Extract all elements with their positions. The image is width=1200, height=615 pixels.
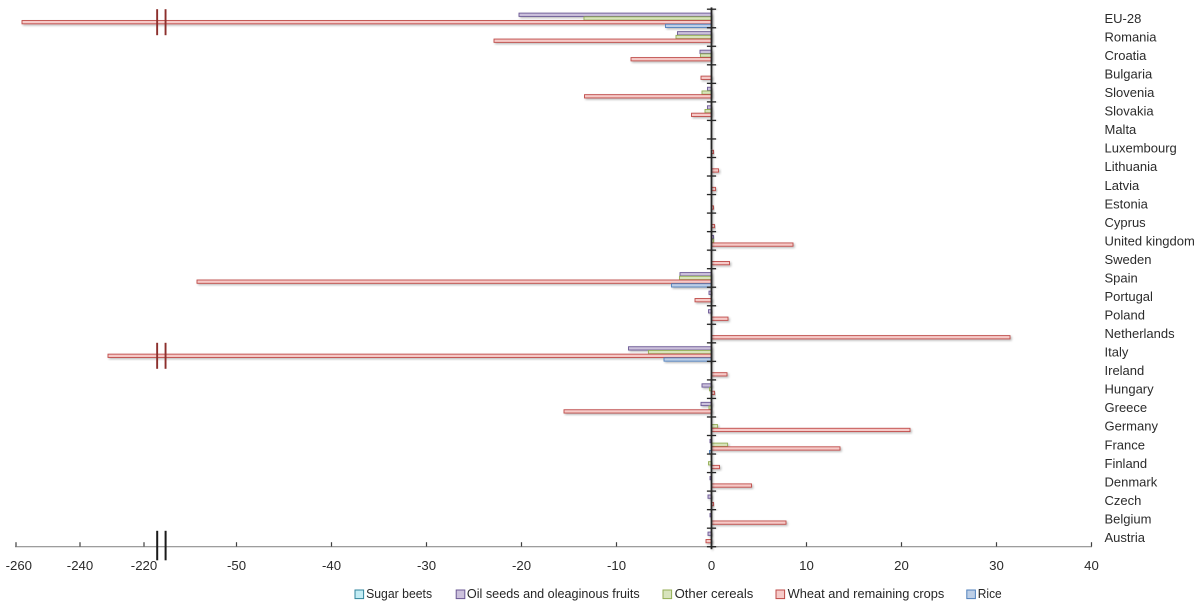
svg-text:Slovenia: Slovenia [1105, 85, 1156, 100]
svg-text:-240: -240 [67, 558, 93, 573]
svg-text:Sugar beets: Sugar beets [366, 587, 432, 601]
svg-text:Sweden: Sweden [1105, 252, 1152, 267]
svg-text:Oil seeds and oleaginous fruit: Oil seeds and oleaginous fruits [467, 587, 640, 601]
svg-text:Italy: Italy [1105, 345, 1129, 360]
svg-text:Romania: Romania [1105, 30, 1158, 45]
svg-text:Netherlands: Netherlands [1105, 326, 1176, 341]
svg-text:-260: -260 [6, 558, 32, 573]
svg-text:Estonia: Estonia [1105, 196, 1149, 211]
svg-text:Poland: Poland [1105, 308, 1145, 323]
svg-text:Hungary: Hungary [1105, 382, 1155, 397]
svg-text:Wheat and remaining crops: Wheat and remaining crops [788, 587, 945, 601]
svg-text:Cyprus: Cyprus [1105, 215, 1147, 230]
svg-text:20: 20 [894, 558, 909, 573]
svg-text:Slovakia: Slovakia [1105, 104, 1155, 119]
svg-text:Rice: Rice [978, 587, 1002, 601]
svg-text:-50: -50 [227, 558, 246, 573]
svg-text:-20: -20 [512, 558, 531, 573]
svg-text:40: 40 [1084, 558, 1099, 573]
svg-text:Portugal: Portugal [1105, 289, 1154, 304]
svg-text:Greece: Greece [1105, 400, 1148, 415]
svg-text:10: 10 [799, 558, 814, 573]
svg-text:-30: -30 [417, 558, 436, 573]
svg-text:-40: -40 [322, 558, 341, 573]
svg-text:Denmark: Denmark [1105, 474, 1158, 489]
svg-text:France: France [1105, 437, 1145, 452]
svg-text:EU-28: EU-28 [1105, 11, 1142, 26]
svg-text:Lithuania: Lithuania [1105, 159, 1159, 174]
svg-text:Ireland: Ireland [1105, 363, 1145, 378]
svg-text:-10: -10 [607, 558, 626, 573]
svg-text:30: 30 [989, 558, 1004, 573]
svg-text:Croatia: Croatia [1105, 48, 1148, 63]
svg-text:Latvia: Latvia [1105, 178, 1140, 193]
svg-text:-220: -220 [131, 558, 157, 573]
svg-text:Bulgaria: Bulgaria [1105, 67, 1153, 82]
svg-text:Germany: Germany [1105, 419, 1159, 434]
svg-text:United kingdom: United kingdom [1105, 233, 1195, 248]
svg-text:Finland: Finland [1105, 456, 1148, 471]
svg-text:Other cereals: Other cereals [675, 587, 754, 601]
svg-text:0: 0 [708, 558, 715, 573]
svg-text:Luxembourg: Luxembourg [1105, 141, 1177, 156]
svg-text:Spain: Spain [1105, 271, 1138, 286]
svg-text:Czech: Czech [1105, 493, 1142, 508]
svg-text:Belgium: Belgium [1105, 511, 1152, 526]
svg-text:Malta: Malta [1105, 122, 1138, 137]
svg-text:Austria: Austria [1105, 530, 1146, 545]
